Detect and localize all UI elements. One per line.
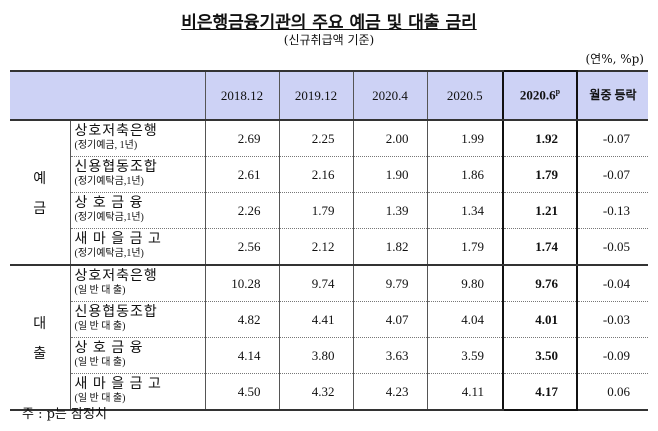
- value-cell: 1.86: [426, 156, 503, 193]
- value-cell: 1.79: [502, 156, 578, 193]
- value-cell: 1.92: [502, 120, 578, 157]
- value-cell: -0.07: [576, 120, 648, 157]
- value-cell: 3.63: [352, 337, 427, 374]
- header-col: 2019.12: [278, 70, 353, 121]
- value-cell: 4.32: [278, 373, 353, 411]
- value-cell: 9.79: [352, 265, 427, 302]
- value-cell: -0.07: [576, 156, 648, 193]
- table-row: 상 호 금 융 (정기예탁금,1년) 2.26 1.79 1.39 1.34 1.21 -0.…: [10, 192, 648, 229]
- rates-table: 2018.12 2019.12 2020.4 2020.5 2020.6p 월중…: [10, 70, 648, 411]
- table-row: 신용협동조합 (일 반 대 출) 4.82 4.41 4.07 4.04 4.01 -0.03: [10, 301, 648, 338]
- institution-name: 상호저축은행 (일 반 대 출): [69, 265, 205, 302]
- institution-name: 상호저축은행 (정기예금, 1년): [69, 120, 205, 157]
- value-cell: 1.90: [352, 156, 427, 193]
- institution-name: 상 호 금 융 (일 반 대 출): [69, 337, 205, 374]
- value-cell: 1.21: [502, 192, 578, 229]
- value-cell: 1.39: [352, 192, 427, 229]
- value-cell: 3.80: [278, 337, 353, 374]
- institution-name: 상 호 금 융 (정기예탁금,1년): [69, 192, 205, 229]
- value-cell: 4.41: [278, 301, 353, 338]
- value-cell: 4.17: [502, 373, 578, 411]
- value-cell: 4.14: [204, 337, 279, 374]
- table-row: 새 마 을 금 고 (일 반 대 출) 4.50 4.32 4.23 4.11 4.17 0.…: [10, 373, 648, 411]
- header-col: 2020.4: [352, 70, 427, 121]
- table-row: 상 호 금 융 (일 반 대 출) 4.14 3.80 3.63 3.59 3.50 -0.0…: [10, 337, 648, 374]
- value-cell: 4.50: [204, 373, 279, 411]
- value-cell: 4.04: [426, 301, 503, 338]
- value-cell: 2.25: [278, 120, 353, 157]
- value-cell: 2.16: [278, 156, 353, 193]
- header-col-current: 2020.6p: [502, 70, 578, 121]
- value-cell: 3.50: [502, 337, 578, 374]
- value-cell: -0.03: [576, 301, 648, 338]
- header-col: 2018.12: [204, 70, 279, 121]
- page-title: 비은행금융기관의 주요 예금 및 대출 금리: [181, 13, 477, 33]
- value-cell: -0.05: [576, 228, 648, 266]
- value-cell: 3.59: [426, 337, 503, 374]
- value-cell: 4.07: [352, 301, 427, 338]
- header-blank: [10, 70, 205, 121]
- header-col-change: 월중 등락: [576, 70, 648, 121]
- footnote: 주 : p는 잠정치: [22, 407, 107, 422]
- institution-name: 신용협동조합 (정기예탁금,1년): [69, 156, 205, 193]
- value-cell: 4.11: [426, 373, 503, 411]
- value-cell: 1.79: [426, 228, 503, 266]
- value-cell: -0.04: [576, 265, 648, 302]
- value-cell: 1.74: [502, 228, 578, 266]
- value-cell: 4.23: [352, 373, 427, 411]
- value-cell: 2.26: [204, 192, 279, 229]
- value-cell: 4.01: [502, 301, 578, 338]
- value-cell: 9.80: [426, 265, 503, 302]
- value-cell: 10.28: [204, 265, 279, 302]
- value-cell: 2.69: [204, 120, 279, 157]
- value-cell: 9.76: [502, 265, 578, 302]
- value-cell: 9.74: [278, 265, 353, 302]
- institution-name: 신용협동조합 (일 반 대 출): [69, 301, 205, 338]
- header-col: 2020.5: [426, 70, 503, 121]
- table-row: 새 마 을 금 고 (정기예탁금,1년) 2.56 2.12 1.82 1.79 1.74-…: [10, 228, 648, 266]
- table-row: 대 출 상호저축은행 (일 반 대 출) 10.28 9.74 9.79 9.80 9.76 -0…: [10, 265, 648, 411]
- value-cell: -0.09: [576, 337, 648, 374]
- value-cell: -0.13: [576, 192, 648, 229]
- table-row: 예 금 상호저축은행 (정기예금, 1년) 2.69 2.25 2.00 1.99 1.92 -0…: [10, 120, 648, 266]
- subtitle: (신규취급액 기준): [283, 33, 375, 47]
- institution-name: 새 마 을 금 고 (정기예탁금,1년): [69, 228, 205, 266]
- table-row: 신용협동조합 (정기예탁금,1년) 2.61 2.16 1.90 1.86 1.79 -0.0…: [10, 156, 648, 193]
- value-cell: 2.56: [204, 228, 279, 266]
- value-cell: 1.79: [278, 192, 353, 229]
- unit-label: (연%, %p): [585, 52, 644, 66]
- institution-name: 새 마 을 금 고 (일 반 대 출): [69, 373, 205, 411]
- header-row: 2018.12 2019.12 2020.4 2020.5 2020.6p 월중…: [10, 70, 648, 121]
- value-cell: 1.34: [426, 192, 503, 229]
- value-cell: 1.82: [352, 228, 427, 266]
- value-cell: 4.82: [204, 301, 279, 338]
- value-cell: 2.00: [352, 120, 427, 157]
- value-cell: 0.06: [576, 373, 648, 411]
- value-cell: 2.12: [278, 228, 353, 266]
- value-cell: 2.61: [204, 156, 279, 193]
- value-cell: 1.99: [426, 120, 503, 157]
